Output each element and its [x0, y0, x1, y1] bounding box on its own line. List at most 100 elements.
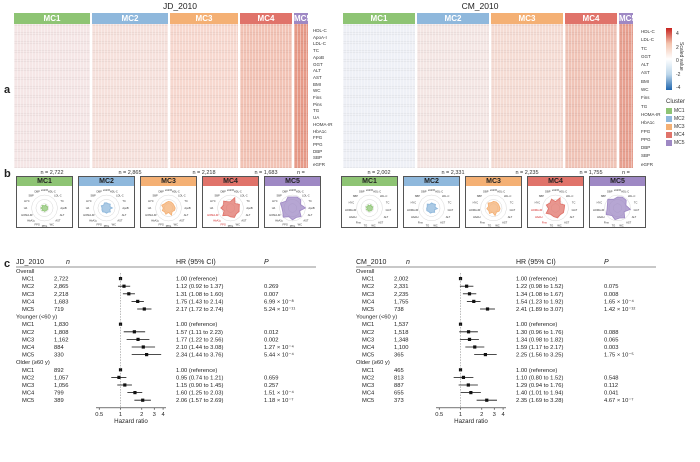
- heatmap-row-label: DBP: [641, 145, 651, 151]
- heatmap-cluster-header-mc3: MC3: [170, 13, 238, 24]
- radar-axis-label: WC: [433, 224, 437, 228]
- heatmap-row-label: Pins: [313, 101, 322, 107]
- forest-row-n: 1,348: [394, 337, 409, 343]
- radar-axis-label: LDL-C: [566, 194, 574, 198]
- forest-row-name: MC2: [362, 375, 374, 381]
- radar-axis-label: WC: [50, 223, 54, 227]
- radar-panel-title: MC2: [404, 177, 459, 186]
- radar-axis-label: HYC: [86, 199, 92, 203]
- radar-axis-label: FPG: [283, 223, 288, 227]
- panel-label-b: b: [4, 168, 11, 180]
- radar-axis-label: WC: [236, 223, 240, 227]
- heatmap-row-label: AST: [641, 70, 650, 76]
- heatmap-block-mc3: [491, 24, 563, 168]
- forest-row-name: MC4: [22, 299, 35, 305]
- forest-row-n: 884: [54, 345, 64, 351]
- forest-row-hr: 2.06 (1.57 to 2.69): [176, 398, 223, 404]
- radar-axis-label: TC: [510, 200, 514, 204]
- radar-axis-label: TC: [246, 199, 250, 203]
- forest-x-tick: 3: [153, 412, 156, 418]
- cluster-legend-label: MC3: [674, 124, 685, 130]
- radar-axis-label: ALT: [60, 213, 65, 217]
- radar-axis-label: TC: [184, 199, 188, 203]
- radar-axis-label: HbA1c: [275, 219, 283, 223]
- forest-row-hr: 1.00 (reference): [516, 322, 557, 328]
- forest-x-tick: 4: [501, 412, 505, 418]
- color-legend: 4 2 0 -2 -4 Scaled value: [666, 28, 684, 91]
- forest-row-p: 0.112: [604, 383, 618, 389]
- radar-panel-title: MC1: [342, 177, 397, 186]
- forest-row-n: 2,218: [54, 292, 69, 298]
- radar-axis-label: SBP: [353, 194, 358, 198]
- forest-point: [132, 330, 136, 334]
- radar-axis-label: ALT: [384, 215, 389, 219]
- heatmap-row-label: AST: [313, 74, 322, 80]
- cluster-swatch: [666, 123, 672, 130]
- radar-panel-mc5: MC5 eGFR HDL-C LDL-C TC ApoB ALT AST WC PPG FPG HbA…: [264, 176, 321, 228]
- forest-row-n: 1,537: [394, 322, 409, 328]
- radar-axis-label: HDL-C: [559, 190, 567, 194]
- heatmap-cluster-header-mc5: MC5: [294, 13, 308, 24]
- forest-row-name: MC5: [362, 353, 374, 359]
- radar-axis-label: HYC: [272, 199, 278, 203]
- radar-axis-label: eGFR: [103, 188, 110, 192]
- cluster-swatch: [666, 139, 672, 146]
- cluster-swatch: [666, 107, 672, 114]
- forest-row-n: 2,331: [394, 284, 409, 290]
- forest-group-label: Younger (<60 y): [356, 315, 397, 321]
- forest-row-n: 389: [54, 398, 64, 404]
- radar-axis-label: SBP: [415, 194, 420, 198]
- forest-row-hr: 1.77 (1.22 to 2.56): [176, 337, 223, 343]
- forest-hr-header: HR (95% CI): [516, 259, 556, 266]
- radar-axis-label: WC: [495, 224, 499, 228]
- radar-axis-label: HbA1c: [411, 215, 419, 219]
- radar-axis-label: WC: [298, 223, 302, 227]
- forest-row-hr: 1.30 (0.96 to 1.76): [516, 330, 563, 336]
- forest-point: [123, 383, 127, 387]
- radar-axis-label: ALT: [632, 215, 637, 219]
- radar-axis-label: ALT: [508, 215, 513, 219]
- radar-axis-label: FPG: [97, 223, 102, 227]
- forest-row-n: 1,518: [394, 330, 409, 336]
- forest-row-name: MC4: [362, 345, 375, 351]
- heatmap-row-label: TG: [313, 108, 320, 114]
- radar-axis-label: AST: [241, 219, 246, 223]
- forest-point: [485, 398, 489, 402]
- radar-axis-label: HOMA-IR: [21, 213, 32, 217]
- radar-axis-label: ApoB: [308, 206, 315, 210]
- forest-point: [466, 383, 470, 387]
- forest-row-name: MC4: [22, 391, 35, 397]
- radar-axis-label: HbA1c: [535, 215, 543, 219]
- radar-axis-label: TC: [572, 200, 576, 204]
- radar-axis-label: HYC: [148, 199, 154, 203]
- radar-axis-label: HOMA-IR: [345, 208, 356, 212]
- forest-point: [141, 345, 145, 349]
- heatmap-row-label: HDL-C: [313, 28, 327, 33]
- forest-point: [133, 391, 137, 395]
- heatmap-n-label: n = 2,722: [40, 170, 64, 176]
- cluster-swatch: [666, 115, 672, 122]
- forest-row-p: 0.257: [264, 383, 279, 389]
- radar-axis-label: HYC: [597, 200, 603, 204]
- forest-point: [466, 330, 471, 334]
- radar-axis-label: FPG: [35, 223, 40, 227]
- forest-row-n: 655: [394, 391, 404, 397]
- radar-axis-label: HbA1c: [473, 215, 481, 219]
- radar-axis-label: AST: [179, 219, 184, 223]
- radar-axis-label: HbA1c: [89, 219, 97, 223]
- forest-row-name: MC3: [362, 337, 374, 343]
- forest-row-hr: 1.29 (0.94 to 1.76): [516, 383, 563, 389]
- heatmap-row-label: TC: [641, 45, 647, 51]
- heatmap-block-mc1: [14, 24, 90, 168]
- cluster-swatch: [666, 131, 672, 138]
- radar-panel-mc2: MC2 eGFR HDL-C LDL-C TC ApoB ALT AST WC PPG FPG HbA…: [78, 176, 135, 228]
- radar-panel-mc1: MC1 eGFR HDL-C LDL-C TC ApoB ALT AST WC PPG FPG HbA…: [16, 176, 73, 228]
- forest-row-name: MC4: [22, 345, 35, 351]
- radar-axis-label: HDL-C: [110, 189, 118, 193]
- color-scale-tick: -2: [676, 71, 681, 78]
- forest-row-p: 0.075: [604, 284, 619, 290]
- radar-axis-label: FPG: [221, 223, 226, 227]
- forest-p-header: P: [604, 259, 609, 266]
